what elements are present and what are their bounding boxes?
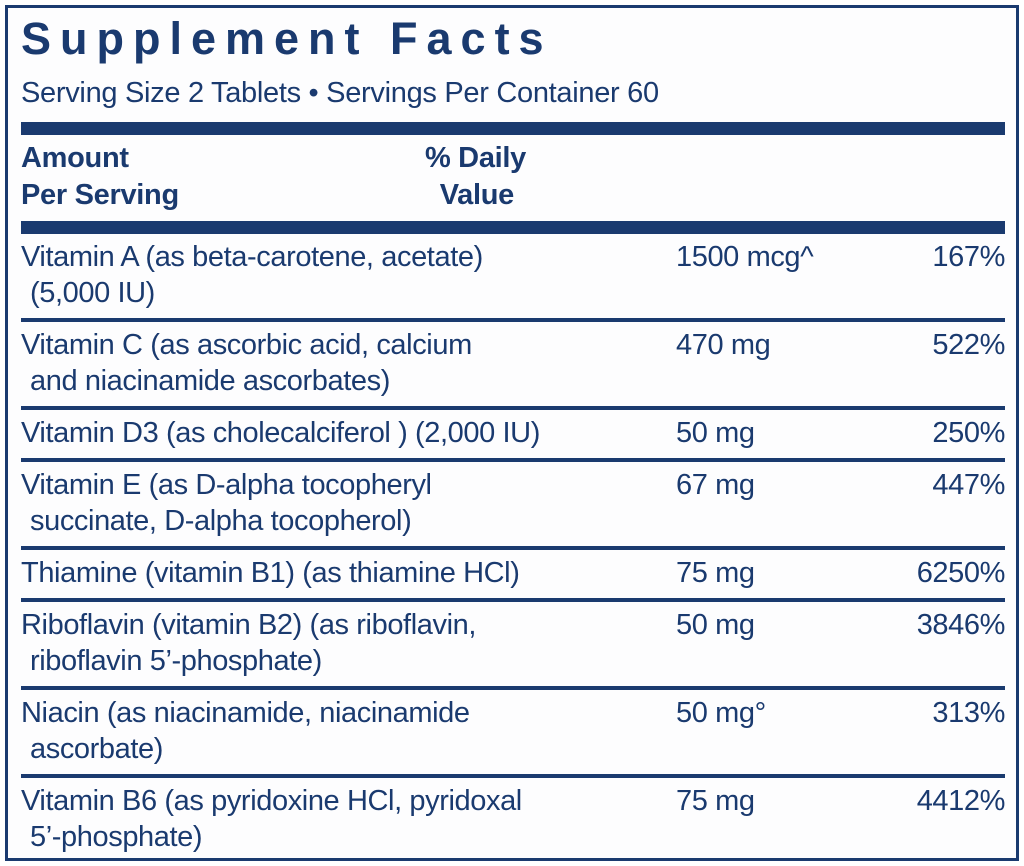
nutrient-name-line1: Vitamin C (as ascorbic acid, calcium [21, 328, 472, 361]
nutrient-name: Riboflavin (vitamin B2) (as riboflavin, … [21, 607, 676, 679]
nutrient-row-vitamin-b6: Vitamin B6 (as pyridoxine HCl, pyridoxal… [21, 778, 1005, 862]
nutrient-daily-value: 4412% [916, 784, 1006, 817]
nutrient-daily-value: 250% [932, 416, 1005, 449]
nutrient-name-line2: and niacinamide ascorbates) [30, 364, 390, 397]
panel-title: Supplement Facts [21, 13, 553, 64]
nutrient-row-thiamine: Thiamine (vitamin B1) (as thiamine HCl) … [21, 550, 1005, 602]
nutrient-table: Vitamin A (as beta-carotene, acetate) (5… [21, 234, 1005, 862]
amount-header-line1: Amount [21, 141, 129, 174]
nutrient-name-line1: Vitamin D3 (as cholecalciferol ) (2,000 … [21, 416, 540, 449]
nutrient-amount: 75 mg [676, 556, 755, 589]
serving-size-line: Serving Size 2 Tablets • Servings Per Co… [21, 76, 659, 109]
daily-value-header-line1: % Daily [424, 141, 526, 174]
nutrient-name-line2: 5’-phosphate) [30, 820, 203, 853]
nutrient-amount: 67 mg [676, 468, 755, 501]
nutrient-name: Niacin (as niacinamide, niacinamide asco… [21, 695, 676, 767]
nutrient-daily-value: 522% [932, 328, 1005, 361]
nutrient-row-vitamin-e: Vitamin E (as D-alpha tocopheryl succina… [21, 462, 1005, 550]
nutrient-name-line2: riboflavin 5’-phosphate) [30, 644, 322, 677]
nutrient-amount: 50 mg [676, 608, 755, 641]
nutrient-amount: 50 mg° [676, 696, 766, 729]
nutrient-daily-value: 3846% [916, 608, 1006, 641]
nutrient-amount: 50 mg [676, 416, 755, 449]
nutrient-daily-value: 447% [932, 468, 1005, 501]
nutrient-amount: 470 mg [676, 328, 771, 361]
nutrient-name: Vitamin E (as D-alpha tocopheryl succina… [21, 467, 676, 539]
nutrient-row-vitamin-a: Vitamin A (as beta-carotene, acetate) (5… [21, 234, 1005, 322]
nutrient-name-line1: Niacin (as niacinamide, niacinamide [21, 696, 470, 729]
nutrient-name: Vitamin C (as ascorbic acid, calcium and… [21, 327, 676, 399]
daily-value-header: % Daily Value [21, 140, 526, 214]
supplement-facts-panel: Supplement Facts Serving Size 2 Tablets … [5, 5, 1019, 861]
amount-per-serving-header: Amount Per Serving [21, 140, 1005, 214]
nutrient-daily-value: 167% [932, 240, 1005, 273]
nutrient-daily-value: 6250% [916, 556, 1006, 589]
nutrient-row-vitamin-d3: Vitamin D3 (as cholecalciferol ) (2,000 … [21, 410, 1005, 462]
nutrient-row-riboflavin: Riboflavin (vitamin B2) (as riboflavin, … [21, 602, 1005, 690]
nutrient-name-line2: succinate, D-alpha tocopherol) [30, 504, 412, 537]
nutrient-name-line1: Vitamin A (as beta-carotene, acetate) [21, 240, 483, 273]
daily-value-header-line2: Value [439, 178, 515, 211]
nutrient-name-line1: Vitamin E (as D-alpha tocopheryl [21, 468, 432, 501]
divider-thick-header [21, 220, 1005, 234]
column-header-row: Amount Per Serving % Daily Value [21, 135, 1005, 221]
nutrient-name-line1: Vitamin B6 (as pyridoxine HCl, pyridoxal [21, 784, 522, 817]
nutrient-name-line1: Riboflavin (vitamin B2) (as riboflavin, [21, 608, 477, 641]
nutrient-row-vitamin-c: Vitamin C (as ascorbic acid, calcium and… [21, 322, 1005, 410]
nutrient-row-niacin: Niacin (as niacinamide, niacinamide asco… [21, 690, 1005, 778]
nutrient-name-line2: (5,000 IU) [30, 276, 155, 309]
nutrient-name: Thiamine (vitamin B1) (as thiamine HCl) [21, 555, 676, 591]
nutrient-name-line2: ascorbate) [30, 732, 164, 765]
nutrient-name: Vitamin B6 (as pyridoxine HCl, pyridoxal… [21, 783, 676, 855]
amount-header-line2: Per Serving [21, 178, 179, 211]
nutrient-name-line1: Thiamine (vitamin B1) (as thiamine HCl) [21, 556, 520, 589]
nutrient-amount: 1500 mcg^ [676, 240, 814, 273]
divider-thick-top [21, 121, 1005, 135]
nutrient-name: Vitamin A (as beta-carotene, acetate) (5… [21, 239, 676, 311]
nutrient-daily-value: 313% [932, 696, 1005, 729]
nutrient-name: Vitamin D3 (as cholecalciferol ) (2,000 … [21, 415, 676, 451]
nutrient-amount: 75 mg [676, 784, 755, 817]
